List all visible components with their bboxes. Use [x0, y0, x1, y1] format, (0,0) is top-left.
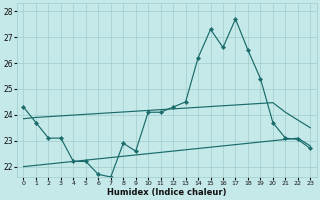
- X-axis label: Humidex (Indice chaleur): Humidex (Indice chaleur): [107, 188, 227, 197]
